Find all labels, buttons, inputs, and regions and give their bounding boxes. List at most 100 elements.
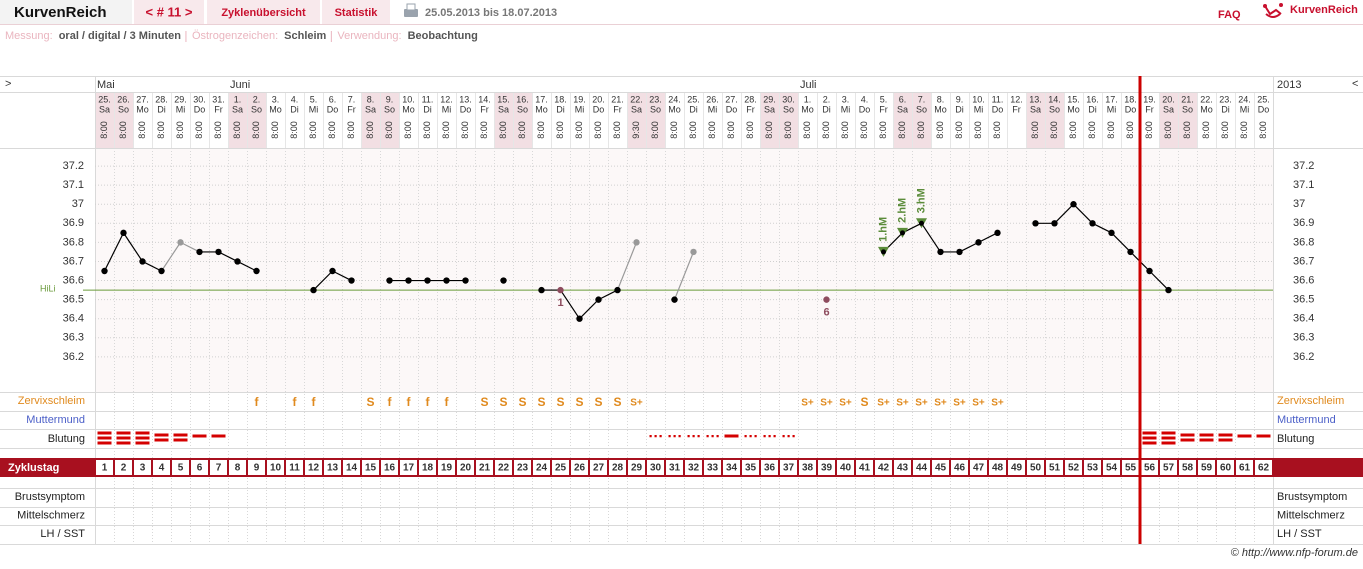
y-tick-label: 36.2 bbox=[63, 351, 84, 363]
printer-icon[interactable] bbox=[404, 9, 418, 17]
zervix-symbol: S+ bbox=[991, 398, 1004, 409]
weekday-label: Sa bbox=[897, 104, 908, 114]
y-tick-label: 36.7 bbox=[63, 255, 84, 267]
temperature-point bbox=[576, 315, 583, 322]
temperature-point bbox=[1051, 220, 1058, 227]
weekday-label: Sa bbox=[365, 104, 376, 114]
zervix-symbol: S+ bbox=[972, 398, 985, 409]
weekday-label: Mi bbox=[1240, 104, 1250, 114]
bleeding-mark bbox=[1237, 434, 1252, 438]
zervix-symbol: S bbox=[499, 395, 507, 409]
cycle-day-number: 16 bbox=[384, 463, 396, 474]
date-label: 14. bbox=[1048, 94, 1061, 104]
bleeding-mark bbox=[192, 434, 207, 438]
weekend-cell bbox=[1178, 92, 1197, 148]
date-label: 29. bbox=[174, 94, 187, 104]
nav-prev[interactable]: > bbox=[5, 78, 11, 90]
cycle-day-cell bbox=[1236, 460, 1253, 475]
cycle-nav-tab[interactable] bbox=[134, 0, 204, 24]
cycle-day-cell bbox=[1046, 460, 1063, 475]
zervix-symbol: S+ bbox=[877, 398, 890, 409]
date-label: 7. bbox=[348, 94, 356, 104]
nav-next[interactable]: < bbox=[1352, 78, 1358, 90]
cycle-day-number: 13 bbox=[327, 463, 339, 474]
date-label: 25. bbox=[98, 94, 111, 104]
time-label: 8:00 bbox=[1068, 121, 1078, 139]
time-label: 8:00 bbox=[194, 121, 204, 139]
time-label: 8:00 bbox=[1201, 121, 1211, 139]
zervix-symbol: S+ bbox=[953, 398, 966, 409]
tab[interactable] bbox=[322, 0, 390, 24]
weekday-label: Di bbox=[689, 104, 698, 114]
weekday-label: Di bbox=[822, 104, 831, 114]
date-label: 5. bbox=[310, 94, 318, 104]
weekday-label: Mo bbox=[934, 104, 947, 114]
date-label: 18. bbox=[554, 94, 567, 104]
temperature-point bbox=[158, 267, 165, 275]
temperature-point bbox=[177, 239, 184, 246]
bleeding-mark bbox=[687, 435, 700, 438]
time-label: 8:00 bbox=[1220, 121, 1230, 139]
time-label: 8:00 bbox=[156, 121, 166, 139]
cycle-day-cell bbox=[742, 460, 759, 475]
time-label: 8:00 bbox=[251, 121, 261, 139]
temperature-point bbox=[1108, 229, 1115, 237]
time-label: 8:00 bbox=[1239, 121, 1249, 139]
cycle-day-number: 31 bbox=[669, 463, 681, 474]
temperature-point bbox=[538, 286, 545, 294]
time-label: 8:00 bbox=[403, 121, 413, 139]
cycle-day-cell bbox=[1255, 460, 1272, 475]
date-range: 25.05.2013 bis 18.07.2013 bbox=[425, 7, 557, 19]
weekday-label: Do bbox=[460, 104, 472, 114]
date-label: 20. bbox=[592, 94, 605, 104]
cycle-day-cell bbox=[1103, 460, 1120, 475]
cycle-day-number: 22 bbox=[498, 463, 510, 474]
weekend-cell bbox=[1159, 92, 1178, 148]
cycle-day-number: 51 bbox=[1049, 463, 1061, 474]
cycle-day-cell bbox=[989, 460, 1006, 475]
zervix-symbol: f bbox=[388, 395, 393, 409]
weekend-cell bbox=[95, 92, 114, 148]
setting-label: Messung: bbox=[5, 30, 53, 42]
tab-label[interactable]: Statistik bbox=[335, 7, 379, 19]
date-label: 30. bbox=[193, 94, 206, 104]
cycle-day-number: 41 bbox=[859, 463, 871, 474]
weekday-label: So bbox=[517, 104, 528, 114]
time-label: 8:00 bbox=[1182, 121, 1192, 139]
time-label: 8:00 bbox=[669, 121, 679, 139]
printer-paper[interactable] bbox=[406, 3, 416, 11]
weekday-label: Do bbox=[1125, 104, 1137, 114]
cycle-day-number: 39 bbox=[821, 463, 833, 474]
date-label: 24. bbox=[1238, 94, 1251, 104]
temperature-point bbox=[633, 239, 640, 246]
zervix-symbol: S+ bbox=[839, 398, 852, 409]
cycle-nav[interactable]: < # 11 > bbox=[146, 4, 193, 19]
tab-label[interactable]: Zyklenübersicht bbox=[221, 7, 306, 19]
cycle-day-number: 44 bbox=[916, 463, 928, 474]
cycle-day-number: 30 bbox=[650, 463, 662, 474]
temperature-point bbox=[462, 277, 469, 284]
time-label: 8:00 bbox=[517, 121, 527, 139]
cycle-day-number: 48 bbox=[992, 463, 1004, 474]
cycle-day-cell bbox=[970, 460, 987, 475]
temperature-point bbox=[1127, 248, 1134, 256]
temperature-point bbox=[405, 277, 412, 284]
cycle-day-cell bbox=[1198, 460, 1215, 475]
weekend-cell bbox=[1026, 92, 1045, 148]
y-tick-label: 37 bbox=[72, 198, 84, 210]
tab[interactable] bbox=[207, 0, 320, 24]
date-label: 10. bbox=[402, 94, 415, 104]
weekday-label: Mi bbox=[575, 104, 585, 114]
cycle-day-cell bbox=[1027, 460, 1044, 475]
cycle-day-cell bbox=[818, 460, 835, 475]
bleeding-mark bbox=[724, 434, 739, 438]
time-label: 8:00 bbox=[460, 121, 470, 139]
weekday-label: Mi bbox=[708, 104, 718, 114]
zervix-symbol: f bbox=[407, 395, 412, 409]
faq-link[interactable]: FAQ bbox=[1218, 9, 1241, 21]
cycle-day-cell bbox=[761, 460, 778, 475]
time-label: 8:00 bbox=[1087, 121, 1097, 139]
cycle-day-cell bbox=[533, 460, 550, 475]
weekday-label: Mo bbox=[801, 104, 814, 114]
time-label: 8:00 bbox=[802, 121, 812, 139]
